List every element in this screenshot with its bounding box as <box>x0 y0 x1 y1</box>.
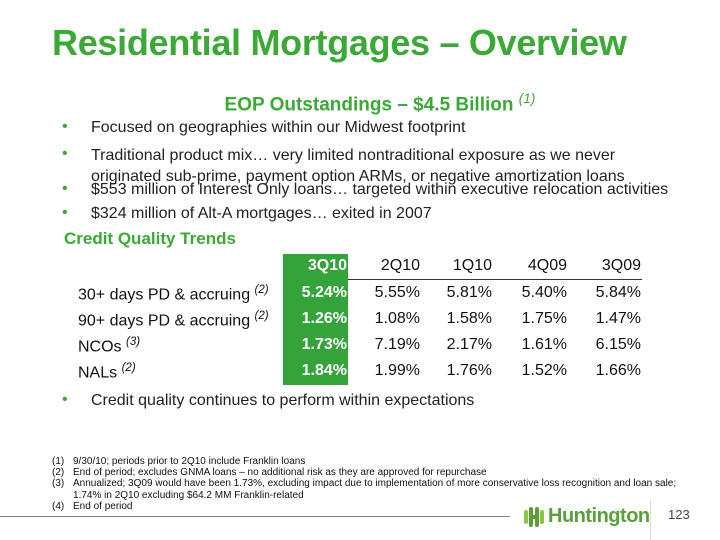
column-header-3q10: 3Q10 <box>307 257 347 274</box>
table-cell: 1.99% <box>374 362 420 379</box>
row-label: 30+ days PD & accruing (2) <box>78 284 269 304</box>
table-cell: 7.19% <box>374 336 420 353</box>
row-label: NALs (2) <box>78 362 136 382</box>
huntington-logo-icon <box>524 506 544 527</box>
huntington-logo: Huntington <box>524 505 650 528</box>
table-cell: 1.61% <box>521 336 567 353</box>
header-divider <box>348 279 642 280</box>
table-cell: 1.76% <box>446 362 492 379</box>
table-cell: 1.08% <box>374 310 420 327</box>
current-quarter-highlight <box>283 254 348 385</box>
table-cell: 1.47% <box>595 310 641 327</box>
table-cell: 1.52% <box>521 362 567 379</box>
table-cell: 2.17% <box>446 336 492 353</box>
credit-quality-heading: Credit Quality Trends <box>64 229 236 248</box>
page-title: Residential Mortgages – Overview <box>52 22 627 63</box>
column-header-2q10: 2Q10 <box>380 257 420 274</box>
table-cell: 5.84% <box>595 284 641 301</box>
footer-divider <box>0 516 510 517</box>
table-cell: 6.15% <box>595 336 641 353</box>
table-cell: 1.58% <box>446 310 492 327</box>
column-header-1q10: 1Q10 <box>452 257 492 274</box>
row-label: NCOs (3) <box>78 336 141 356</box>
subtitle-note: (1) <box>518 91 536 106</box>
table-cell: 1.26% <box>301 310 347 327</box>
table-cell: 5.55% <box>374 284 420 301</box>
subtitle-text: EOP Outstandings – $4.5 Billion <box>224 94 514 116</box>
page-number: 123 <box>668 507 690 522</box>
table-cell: 1.66% <box>595 362 641 379</box>
table-cell: 5.81% <box>446 284 492 301</box>
table-cell: 1.73% <box>301 336 347 353</box>
footer-vertical-divider <box>650 500 651 540</box>
column-header-3q09: 3Q09 <box>601 257 641 274</box>
column-header-4q09: 4Q09 <box>527 257 567 274</box>
table-cell: 5.24% <box>301 284 347 301</box>
row-label: 90+ days PD & accruing (2) <box>78 310 269 330</box>
subtitle: EOP Outstandings – $4.5 Billion (1) <box>0 91 720 116</box>
table-cell: 5.40% <box>521 284 567 301</box>
table-cell: 1.84% <box>301 362 347 379</box>
table-cell: 1.75% <box>521 310 567 327</box>
